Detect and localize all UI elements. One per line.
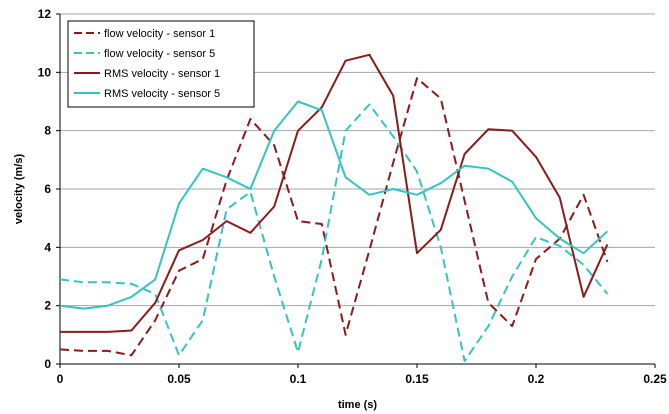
y-tick-label: 4 [44, 240, 51, 254]
legend-label: RMS velocity - sensor 1 [104, 68, 220, 80]
x-tick-label: 0.05 [167, 372, 191, 386]
series-line-2 [59, 103, 609, 363]
x-tick-label: 0 [57, 372, 64, 386]
series-line-1 [59, 77, 609, 357]
y-tick-label: 10 [38, 65, 52, 79]
y-tick-label: 2 [44, 299, 51, 313]
plot-series [59, 53, 609, 363]
y-tick-label: 0 [44, 357, 51, 371]
x-tick-label: 0.2 [528, 372, 545, 386]
tick-labels: 0 2 4 6 8 10 12 0 0.05 0.1 0.15 0.2 0.25 [38, 7, 667, 386]
legend-label: RMS velocity - sensor 5 [104, 88, 220, 100]
legend-label: flow velocity - sensor 1 [104, 28, 215, 40]
series-line-4 [59, 100, 609, 310]
y-tick-label: 8 [44, 124, 51, 138]
x-tick-label: 0.15 [405, 372, 429, 386]
y-tick-label: 6 [44, 182, 51, 196]
x-tick-label: 0.1 [290, 372, 307, 386]
y-axis-title: velocity (m/s) [13, 154, 25, 225]
y-tick-label: 12 [38, 7, 52, 21]
x-tick-label: 0.25 [643, 372, 667, 386]
legend-label: flow velocity - sensor 5 [104, 48, 215, 60]
series-line-3 [60, 53, 609, 333]
legend: flow velocity - sensor 1 flow velocity - … [67, 20, 255, 108]
x-axis-title: time (s) [338, 399, 377, 411]
